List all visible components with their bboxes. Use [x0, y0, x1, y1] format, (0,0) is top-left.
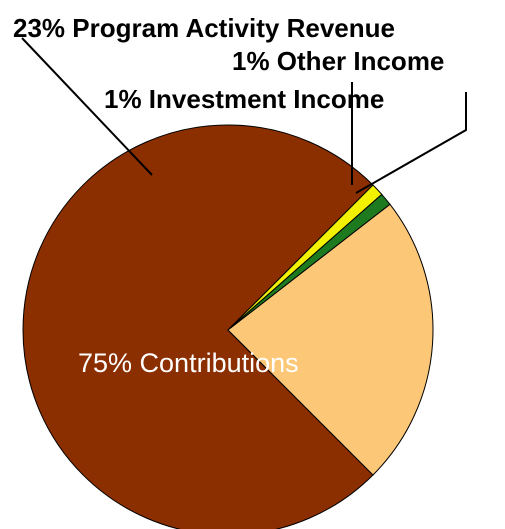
slice-label-investment-income: 1% Investment Income — [104, 84, 384, 114]
pie-slice-program-activity-revenue — [227, 203, 434, 476]
slice-label-contributions: 75% Contributions — [78, 348, 299, 378]
leader-lines — [21, 37, 467, 194]
pie-slices — [22, 124, 434, 529]
leader-line-program-activity — [21, 37, 153, 176]
slice-label-program-activity: 23% Program Activity Revenue — [13, 13, 395, 43]
leader-line-investment-income — [355, 92, 467, 194]
slice-label-other-income: 1% Other Income — [232, 46, 444, 76]
pie-slice-contributions — [22, 124, 374, 529]
